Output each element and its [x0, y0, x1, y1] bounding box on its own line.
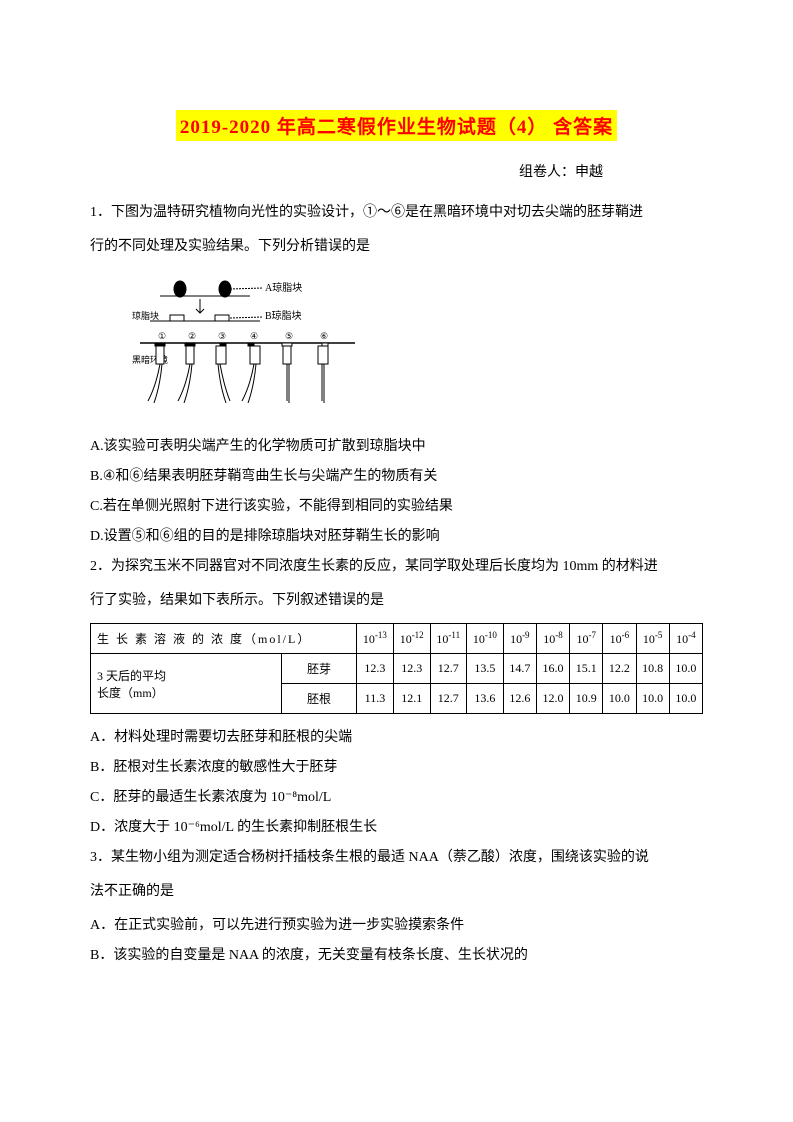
- q2-option-a: A．材料处理时需要切去胚芽和胚根的尖端: [90, 724, 703, 752]
- data-cell: 12.7: [430, 654, 466, 684]
- svg-text:④: ④: [250, 331, 258, 341]
- data-cell: 12.0: [536, 684, 569, 714]
- conc-cell: 10-4: [669, 624, 702, 654]
- svg-text:⑤: ⑤: [285, 331, 293, 341]
- data-cell: 10.0: [669, 654, 702, 684]
- data-cell: 12.1: [393, 684, 430, 714]
- q1-diagram: A琼脂块 琼脂块 B琼脂块 ① ② ③ ④ ⑤ ⑥: [130, 271, 703, 421]
- q1-option-d: D.设置⑤和⑥组的目的是排除琼脂块对胚芽鞘生长的影响: [90, 523, 703, 551]
- data-cell: 13.5: [466, 654, 503, 684]
- svg-text:①: ①: [158, 331, 166, 341]
- data-cell: 10.0: [603, 684, 636, 714]
- svg-text:琼脂块: 琼脂块: [132, 310, 159, 321]
- svg-text:⑥: ⑥: [320, 331, 328, 341]
- data-cell: 13.6: [466, 684, 503, 714]
- conc-cell: 10-8: [536, 624, 569, 654]
- svg-text:③: ③: [218, 331, 226, 341]
- q2-option-d: D．浓度大于 10⁻⁶mol/L 的生长素抑制胚根生长: [90, 814, 703, 842]
- q1-option-a: A.该实验可表明尖端产生的化学物质可扩散到琼脂块中: [90, 433, 703, 461]
- data-cell: 11.3: [357, 684, 394, 714]
- row-label: 胚根: [282, 684, 357, 714]
- q1-text-line1: 1．下图为温特研究植物向光性的实验设计，①～⑥是在黑暗环境中对切去尖端的胚芽鞘进: [90, 199, 703, 227]
- q2-option-b: B．胚根对生长素浓度的敏感性大于胚芽: [90, 754, 703, 782]
- q2-option-c: C．胚芽的最适生长素浓度为 10⁻⁸mol/L: [90, 784, 703, 812]
- q3-text-line2: 法不正确的是: [90, 878, 703, 906]
- table-row: 生 长 素 溶 液 的 浓 度（mol/L） 10-13 10-12 10-11…: [91, 624, 703, 654]
- q2-text-line1: 2．为探究玉米不同器官对不同浓度生长素的反应，某同学取处理后长度均为 10mm …: [90, 553, 703, 581]
- table-row: 3 天后的平均 长度（mm） 胚芽 12.3 12.3 12.7 13.5 14…: [91, 654, 703, 684]
- q2-data-table: 生 长 素 溶 液 的 浓 度（mol/L） 10-13 10-12 10-11…: [90, 623, 703, 714]
- document-title: 2019-2020 年高二寒假作业生物试题（4） 含答案: [176, 110, 617, 141]
- q3-option-b: B．该实验的自变量是 NAA 的浓度，无关变量有枝条长度、生长状况的: [90, 942, 703, 970]
- row-group-label: 3 天后的平均 长度（mm）: [91, 654, 282, 714]
- data-cell: 12.2: [603, 654, 636, 684]
- data-cell: 10.0: [636, 684, 669, 714]
- q3-option-a: A．在正式实验前，可以先进行预实验为进一步实验摸索条件: [90, 912, 703, 940]
- conc-cell: 10-5: [636, 624, 669, 654]
- data-cell: 10.8: [636, 654, 669, 684]
- conc-cell: 10-9: [503, 624, 536, 654]
- author-line: 组卷人：申越: [90, 161, 703, 181]
- conc-cell: 10-12: [393, 624, 430, 654]
- q3-text-line1: 3．某生物小组为测定适合杨树扦插枝条生根的最适 NAA（萘乙酸）浓度，围绕该实验…: [90, 844, 703, 872]
- row-label: 胚芽: [282, 654, 357, 684]
- conc-cell: 10-11: [430, 624, 466, 654]
- q2-text-line2: 行了实验，结果如下表所示。下列叙述错误的是: [90, 587, 703, 615]
- q1-text-line2: 行的不同处理及实验结果。下列分析错误的是: [90, 233, 703, 261]
- data-cell: 10.0: [669, 684, 702, 714]
- data-cell: 15.1: [570, 654, 603, 684]
- data-cell: 12.3: [357, 654, 394, 684]
- conc-cell: 10-7: [570, 624, 603, 654]
- q1-option-c: C.若在单侧光照射下进行该实验，不能得到相同的实验结果: [90, 493, 703, 521]
- conc-cell: 10-13: [357, 624, 394, 654]
- q1-option-b: B.④和⑥结果表明胚芽鞘弯曲生长与尖端产生的物质有关: [90, 463, 703, 491]
- data-cell: 14.7: [503, 654, 536, 684]
- data-cell: 10.9: [570, 684, 603, 714]
- svg-text:②: ②: [188, 331, 196, 341]
- conc-cell: 10-10: [466, 624, 503, 654]
- svg-text:B琼脂块: B琼脂块: [265, 309, 302, 322]
- svg-text:A琼脂块: A琼脂块: [265, 281, 302, 294]
- data-cell: 12.7: [430, 684, 466, 714]
- data-cell: 16.0: [536, 654, 569, 684]
- conc-cell: 10-6: [603, 624, 636, 654]
- data-cell: 12.3: [393, 654, 430, 684]
- table-header-label: 生 长 素 溶 液 的 浓 度（mol/L）: [91, 624, 357, 654]
- data-cell: 12.6: [503, 684, 536, 714]
